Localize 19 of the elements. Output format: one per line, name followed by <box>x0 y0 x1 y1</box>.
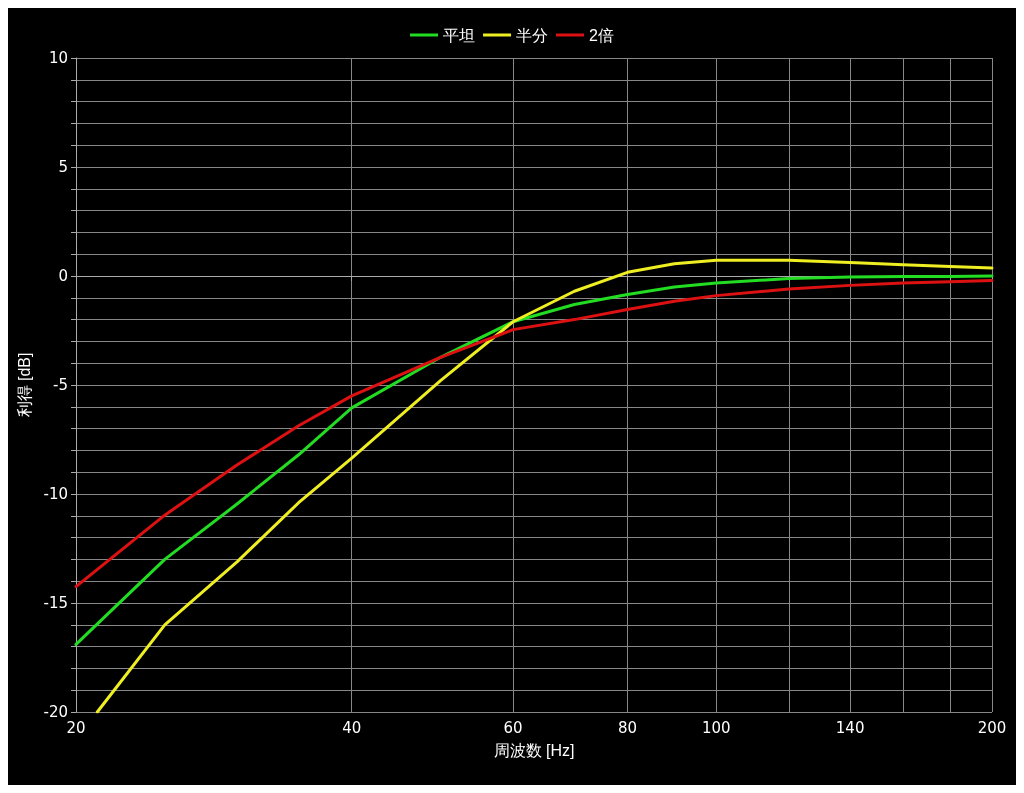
legend-label: 半分 <box>516 26 549 44</box>
y-tick-label: 0 <box>58 267 68 285</box>
x-tick-label: 100 <box>701 718 731 737</box>
y-tick-label: -15 <box>43 594 68 612</box>
y-tick-label: -20 <box>43 703 68 721</box>
y-tick-label: -5 <box>53 376 68 394</box>
x-tick-label: 80 <box>617 718 638 737</box>
x-tick-label: 60 <box>503 718 523 737</box>
x-tick-label: 200 <box>977 718 1007 737</box>
legend-label: 2倍 <box>589 26 614 44</box>
y-tick-label: 10 <box>48 49 68 67</box>
x-axis-title: 周波数 [Hz] <box>493 741 575 759</box>
y-tick-label: 5 <box>58 158 68 176</box>
legend-label: 平坦 <box>443 26 476 44</box>
x-tick-label: 20 <box>66 718 86 737</box>
y-axis-title: 利得 [dB] <box>16 352 34 418</box>
x-tick-label: 40 <box>342 718 362 737</box>
y-tick-label: -10 <box>43 485 68 503</box>
x-tick-label: 140 <box>835 718 865 737</box>
